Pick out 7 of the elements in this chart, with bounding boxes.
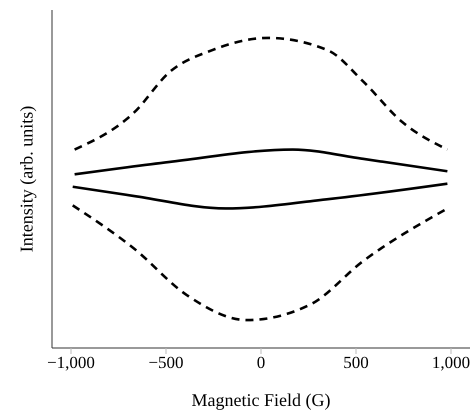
- x-tick-label: −1,000: [47, 353, 95, 372]
- x-axis-title: Magnetic Field (G): [192, 390, 330, 410]
- x-tick-label: −500: [148, 353, 184, 372]
- x-tick-label: 500: [343, 353, 369, 372]
- x-tick-label: 0: [256, 353, 266, 372]
- x-tick-label: 1,000: [432, 353, 470, 372]
- y-axis-title: Intensity (arb. units): [16, 106, 36, 252]
